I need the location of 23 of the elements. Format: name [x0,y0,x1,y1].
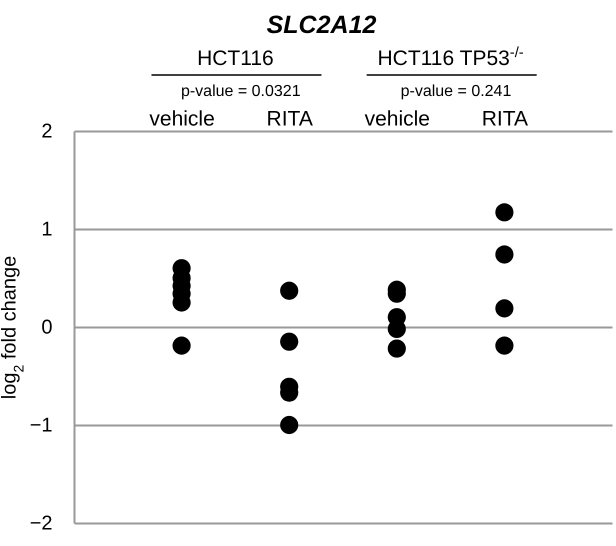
point [280,332,298,351]
y-tick-label: 2 [41,120,52,142]
text: HCT116 TP53$^{-/-}$ [378,45,524,70]
x-tick-label: vehicle [149,108,215,130]
text: HCT116 [197,47,274,70]
point [280,282,298,300]
point [388,339,406,358]
point [495,245,514,264]
point [495,336,514,355]
chart-title: SLC2A12 [266,11,376,39]
point [495,299,514,318]
x-tick-label: vehicle [364,108,430,130]
y-tick-label: −1 [30,414,52,436]
point [172,336,191,355]
x-tick-label: RITA [266,108,313,130]
text: p-value = 0.0321 [180,83,301,100]
point [495,203,514,222]
y-tick-label: −2 [30,512,52,534]
point [280,416,298,434]
x-tick-label: RITA [482,108,528,130]
y-tick-label: 0 [41,316,52,338]
y-tick-label: 1 [41,218,52,240]
text: p-value = 0.241 [400,83,512,100]
